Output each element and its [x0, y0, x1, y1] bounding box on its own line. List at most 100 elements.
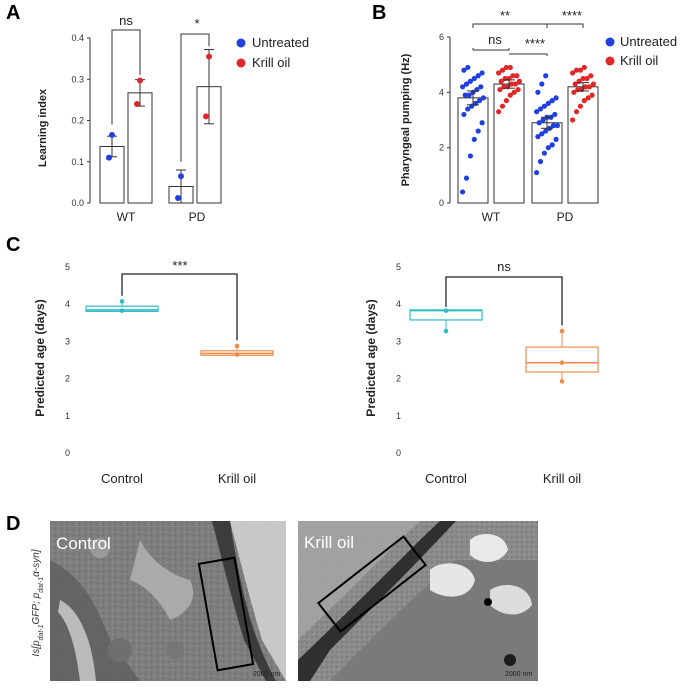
panel-a-ytick-label: 0.0: [71, 198, 84, 208]
panel-b-ytick-label: 2: [439, 143, 444, 153]
panel-b-bar: [493, 83, 525, 204]
legend-b-krill-label: Krill oil: [620, 53, 658, 68]
panel-a-data-point: [178, 173, 184, 180]
panel-c-right-data-point: [443, 308, 449, 313]
panel-b-data-point: [570, 117, 576, 123]
panel-b-data-point: [549, 98, 555, 104]
panel-b-data-point: [535, 89, 541, 95]
panel-b-chart: 0 2 4 6 Pharyngeal pumping (Hz) WT PD ns **…: [400, 8, 599, 224]
panel-b-data-point: [496, 109, 502, 115]
panel-c-left-ytick-label: 1: [65, 411, 70, 421]
panel-c-left-data-point: [119, 299, 125, 304]
panel-b-xtick-wt: WT: [482, 210, 501, 224]
panel-c-right-xtick-krill: Krill oil: [543, 471, 581, 486]
panel-b-data-point: [584, 75, 590, 82]
panel-c-left-ytick-label: 5: [65, 262, 70, 272]
panel-c-right-ytick-label: 3: [396, 336, 401, 346]
panel-b-data-point: [581, 64, 587, 71]
panel-b-data-point: [549, 142, 555, 148]
panel-b-data-point: [496, 70, 502, 76]
panel-b-bracket-ns: [472, 48, 510, 51]
panel-b-data-point: [462, 92, 468, 98]
panel-b-data-point: [541, 103, 548, 109]
panel-c-left-ytick-label: 4: [65, 299, 70, 309]
legend-a-untreated-label: Untreated: [252, 35, 309, 50]
panel-b-bracket-mid: [509, 53, 548, 56]
panel-c-right-ytick-label: 2: [396, 374, 401, 384]
panel-b-legend: Untreated Krill oil: [605, 34, 677, 68]
panel-b-data-point: [577, 103, 584, 109]
panel-b-data-point: [580, 75, 586, 82]
panel-b-data-point: [585, 95, 591, 101]
legend-b-untreated-label: Untreated: [620, 34, 677, 49]
panel-b-data-point: [476, 98, 483, 104]
panel-c-right-data-point: [559, 328, 565, 334]
panel-b-data-point: [589, 92, 595, 98]
panel-a-chart: 0.00.10.20.30.4 Learning index WT PD ns …: [37, 13, 222, 224]
panel-b-data-point: [545, 100, 551, 106]
panel-b-ytick-label: 6: [439, 32, 444, 42]
panel-b-data-point: [471, 75, 477, 82]
panel-c-right-data-point: [443, 328, 449, 334]
panel-a-bracket-wt: [111, 29, 141, 125]
panel-b-data-point: [463, 175, 470, 181]
panel-label-d: D: [6, 513, 21, 535]
panel-b-data-point: [460, 189, 466, 195]
panel-b-data-point: [550, 122, 557, 129]
panel-b-data-point: [577, 67, 584, 73]
panel-b-sig-ns: ns: [488, 32, 502, 47]
panel-b-ytick-label: 0: [439, 198, 444, 208]
panel-b-data-point: [461, 67, 467, 73]
legend-b-krill-swatch: [605, 56, 615, 66]
panel-c-right-chart: 0 1 2 3 4 5 Predicted age (days) Control Kril…: [364, 259, 599, 486]
panel-c-right-ytick-label: 0: [396, 448, 401, 458]
panel-a-data-point: [203, 113, 209, 120]
panel-a-legend: Untreated Krill oil: [236, 35, 309, 70]
panel-b-data-point: [478, 84, 484, 90]
panel-c-left-ylabel: Predicted age (days): [33, 299, 47, 416]
panel-b-sig-mid: ****: [525, 36, 545, 51]
panel-b-data-point: [588, 73, 594, 79]
panel-a-ylabel: Learning index: [37, 88, 49, 167]
panel-a-bracket-pd: [180, 33, 210, 162]
panel-b-data-point: [510, 73, 516, 79]
panel-c-left-data-point: [234, 352, 240, 357]
legend-b-untreated-swatch: [605, 37, 615, 47]
panel-b-data-point: [503, 98, 509, 104]
panel-b-data-point: [536, 120, 542, 126]
em-control-scalebar: 2000 nm: [253, 671, 280, 678]
panel-b-data-point: [499, 67, 506, 73]
panel-b-data-point: [515, 86, 521, 93]
panel-b-data-point: [581, 98, 587, 104]
panel-b-bar: [567, 86, 599, 204]
panel-label-a: A: [6, 2, 21, 24]
panel-b-data-point: [541, 150, 548, 156]
panel-b-data-point: [471, 136, 477, 142]
panel-a-data-point: [137, 77, 143, 84]
panel-c-left-ytick-label: 3: [65, 336, 70, 346]
panel-c-left-ytick-label: 0: [65, 448, 70, 458]
panel-a-ytick-label: 0.3: [71, 74, 84, 84]
panel-c-right-box: [525, 346, 599, 373]
panel-b-data-point: [460, 84, 466, 90]
panel-b-data-point: [498, 78, 504, 84]
panel-c-right-ytick-label: 1: [396, 411, 401, 421]
panel-c-left-bracket: [121, 273, 238, 341]
panel-b-data-point: [554, 122, 561, 129]
panel-d-ylabel: Is[pdat-1GFP; pdat-1α-syn]: [31, 549, 45, 656]
panel-c-left-xtick-krill: Krill oil: [218, 471, 256, 486]
panel-b-data-point: [534, 169, 540, 176]
panel-label-c: C: [6, 234, 21, 256]
panel-b-xtick-pd: PD: [557, 210, 574, 224]
panel-b-bracket-right: [546, 23, 584, 28]
panel-a-data-point: [106, 154, 112, 161]
em-image-krill-oil: [298, 521, 538, 681]
panel-b-data-point: [590, 81, 597, 87]
panel-b-data-point: [535, 134, 541, 140]
panel-a-data-point: [206, 53, 212, 60]
panel-b-data-point: [480, 95, 486, 101]
panel-a-bar: [127, 92, 153, 204]
panel-b-ytick-label: 4: [439, 87, 444, 97]
panel-b-data-point: [539, 81, 545, 87]
